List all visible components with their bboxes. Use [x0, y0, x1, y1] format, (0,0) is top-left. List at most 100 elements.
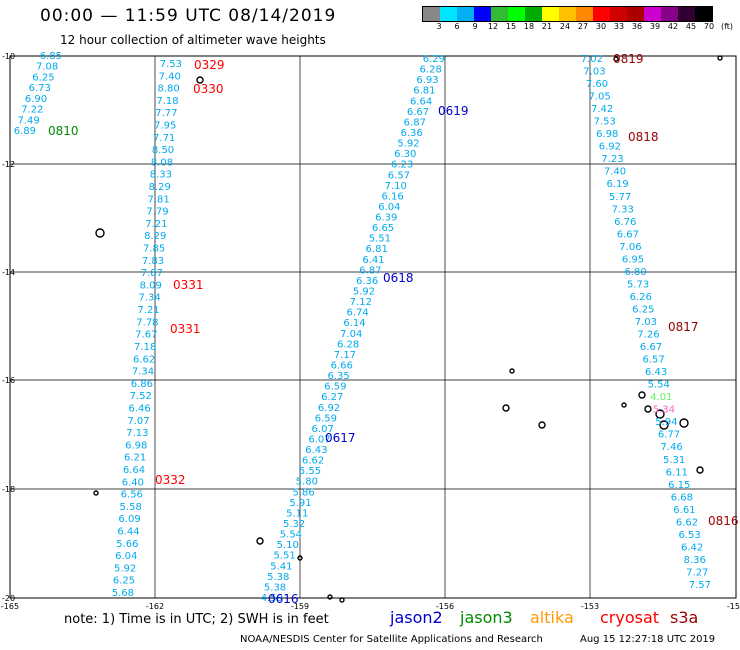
wave-height-value: 5.54	[648, 380, 670, 391]
wave-height-value: 5.11	[286, 508, 308, 519]
wave-height-value: 7.53	[160, 59, 182, 70]
wave-height-value: 6.76	[614, 217, 636, 228]
wave-height-value: 6.42	[681, 542, 703, 553]
island	[621, 402, 627, 408]
wave-height-value: 6.89	[14, 126, 36, 137]
colorbar-swatch	[491, 7, 508, 21]
wave-height-value: 8.29	[149, 182, 171, 193]
lon-label: -156	[436, 602, 454, 611]
wave-height-value: 7.03	[583, 67, 605, 78]
colorbar-swatch	[661, 7, 678, 21]
wave-height-value: 6.40	[122, 477, 144, 488]
island	[655, 409, 665, 419]
wave-height-value: 6.28	[337, 339, 359, 350]
wave-height-value: 6.11	[666, 467, 688, 478]
lon-label: -165	[1, 602, 19, 611]
wave-height-value: 7.33	[612, 204, 634, 215]
island	[538, 421, 546, 429]
axis-labels: -10 -12 -14 -16 -18 -20-165 -162 -159 -156 -153 -1…	[1, 52, 740, 611]
wave-height-value: 6.85	[40, 51, 62, 62]
wave-height-value: 7.03	[635, 317, 657, 328]
wave-height-value: 8.50	[152, 145, 174, 156]
island	[502, 404, 510, 412]
lat-label: -10	[2, 52, 15, 61]
wave-height-value: 5.41	[270, 561, 292, 572]
wave-height-value: 8.80	[158, 84, 180, 95]
time-label: 0331	[173, 278, 204, 292]
wave-height-value: 8.08	[151, 157, 173, 168]
wave-height-value: 7.40	[604, 167, 626, 178]
colorbar-swatch	[610, 7, 627, 21]
wave-height-value: 5.92	[397, 139, 419, 150]
satellite-legend-item: s3a	[670, 608, 699, 627]
time-label: 0330	[193, 82, 224, 96]
wave-height-value: 6.19	[606, 179, 628, 190]
wave-height-value: 7.12	[350, 297, 372, 308]
wave-height-value: 6.92	[599, 142, 621, 153]
wave-height-value: 5.32	[283, 519, 305, 530]
wave-height-value: 7.02	[581, 54, 603, 65]
island	[93, 490, 99, 496]
wave-height-value: 7.49	[17, 115, 39, 126]
colorbar-label: 3	[436, 22, 442, 31]
wave-height-value: 6.67	[640, 342, 662, 353]
time-label: 0817	[668, 320, 699, 334]
island	[717, 55, 723, 61]
wave-height-value: 6.56	[121, 490, 143, 501]
time-label: 0332	[155, 473, 186, 487]
wave-height-value: 5.38	[264, 582, 286, 593]
wave-height-value: 6.81	[366, 244, 388, 255]
wave-height-value: 6.93	[416, 75, 438, 86]
wave-height-value: 4.59	[261, 593, 283, 604]
wave-height-value: 6.43	[305, 445, 327, 456]
wave-height-value: 7.67	[135, 330, 157, 341]
time-label: 0331	[170, 322, 201, 336]
wave-height-value: 5.55	[299, 466, 321, 477]
time-label: 0617	[325, 431, 356, 445]
wave-height-value: 7.87	[141, 268, 163, 279]
wave-height-value: 6.27	[321, 392, 343, 403]
wave-height-value: 6.36	[356, 276, 378, 287]
wave-height-value: 6.21	[124, 453, 146, 464]
island	[659, 420, 669, 430]
wave-height-value: 6.67	[407, 107, 429, 118]
wave-height-value: 6.29	[423, 54, 445, 65]
wave-height-value: 6.57	[642, 355, 664, 366]
colorbar-swatch	[525, 7, 542, 21]
island	[196, 76, 204, 84]
wave-height-value: 6.61	[673, 505, 695, 516]
wave-height-value: 6.04	[378, 202, 400, 213]
wave-height-value: 7.18	[156, 96, 178, 107]
colorbar-swatch	[440, 7, 457, 21]
wave-height-value: 8.29	[144, 231, 166, 242]
wave-height-value: 5.73	[627, 279, 649, 290]
wave-height-value: 7.05	[588, 92, 610, 103]
wave-height-value: 6.15	[668, 480, 690, 491]
satellite-legend-item: jason3	[460, 608, 513, 627]
colorbar-swatch	[474, 7, 491, 21]
wave-height-value: 5.34	[653, 405, 675, 416]
colorbar-swatch	[423, 7, 440, 21]
page-title: 00:00 — 11:59 UTC 08/14/2019	[40, 6, 337, 26]
time-label: 0618	[383, 271, 414, 285]
wave-height-value: 6.90	[25, 94, 47, 105]
wave-height-value: 6.39	[375, 213, 397, 224]
island	[339, 597, 345, 603]
wave-height-value: 7.57	[689, 580, 711, 591]
wave-height-value: 5.68	[112, 588, 134, 599]
wave-height-value: 6.80	[624, 267, 646, 278]
colorbar-label: 39	[649, 22, 661, 31]
colorbar-label: 21	[541, 22, 553, 31]
time-label: 0616	[268, 592, 299, 606]
wave-height-value: 6.67	[617, 229, 639, 240]
wave-height-value: 6.62	[133, 354, 155, 365]
island	[509, 368, 515, 374]
wave-height-value: 6.73	[29, 83, 51, 94]
wave-height-value: 6.62	[676, 517, 698, 528]
wave-height-value: 6.87	[404, 117, 426, 128]
lon-label: -162	[146, 602, 164, 611]
colorbar-label: 45	[685, 22, 697, 31]
colorbar-swatch	[678, 7, 695, 21]
wave-height-value: 6.14	[343, 318, 365, 329]
wave-height-value: 7.26	[637, 330, 659, 341]
